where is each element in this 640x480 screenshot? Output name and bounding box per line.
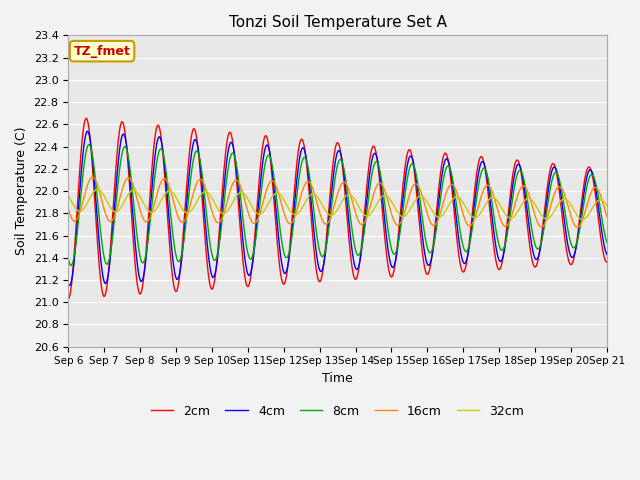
2cm xyxy=(83,115,90,121)
32cm xyxy=(371,204,379,210)
8cm xyxy=(305,168,312,174)
Line: 4cm: 4cm xyxy=(68,132,607,286)
32cm xyxy=(305,194,312,200)
4cm xyxy=(83,129,91,134)
2cm xyxy=(371,146,379,152)
Title: Tonzi Soil Temperature Set A: Tonzi Soil Temperature Set A xyxy=(228,15,447,30)
16cm xyxy=(106,219,114,225)
8cm xyxy=(107,249,115,255)
Y-axis label: Soil Temperature (C): Soil Temperature (C) xyxy=(15,127,28,255)
32cm xyxy=(129,188,136,193)
2cm xyxy=(106,247,114,253)
32cm xyxy=(293,211,301,217)
2cm xyxy=(603,259,611,265)
8cm xyxy=(85,142,93,147)
8cm xyxy=(314,242,322,248)
8cm xyxy=(372,159,380,165)
4cm xyxy=(305,174,312,180)
4cm xyxy=(129,208,136,214)
32cm xyxy=(106,204,114,210)
2cm xyxy=(65,296,72,302)
32cm xyxy=(94,187,102,192)
16cm xyxy=(129,180,136,185)
16cm xyxy=(305,179,312,184)
32cm xyxy=(603,203,611,209)
Line: 2cm: 2cm xyxy=(68,118,607,299)
8cm xyxy=(603,240,611,245)
4cm xyxy=(107,251,115,257)
Line: 32cm: 32cm xyxy=(68,190,607,219)
16cm xyxy=(603,214,611,220)
4cm xyxy=(314,263,322,269)
16cm xyxy=(88,174,96,180)
32cm xyxy=(314,195,322,201)
Line: 8cm: 8cm xyxy=(68,144,607,265)
8cm xyxy=(67,263,75,268)
2cm xyxy=(129,222,136,228)
16cm xyxy=(65,206,72,212)
4cm xyxy=(603,252,611,257)
Line: 16cm: 16cm xyxy=(68,177,607,228)
4cm xyxy=(372,151,380,156)
8cm xyxy=(65,256,72,262)
Legend: 2cm, 4cm, 8cm, 16cm, 32cm: 2cm, 4cm, 8cm, 16cm, 32cm xyxy=(146,400,529,423)
16cm xyxy=(573,225,581,230)
8cm xyxy=(294,186,301,192)
4cm xyxy=(65,283,73,288)
2cm xyxy=(293,157,301,163)
2cm xyxy=(314,276,322,282)
4cm xyxy=(65,281,72,287)
32cm xyxy=(579,216,586,222)
4cm xyxy=(294,170,301,176)
X-axis label: Time: Time xyxy=(322,372,353,385)
Text: TZ_fmet: TZ_fmet xyxy=(74,45,131,58)
32cm xyxy=(65,192,72,198)
8cm xyxy=(129,190,136,195)
2cm xyxy=(305,180,312,185)
16cm xyxy=(293,206,301,212)
16cm xyxy=(371,187,379,192)
16cm xyxy=(314,204,322,210)
